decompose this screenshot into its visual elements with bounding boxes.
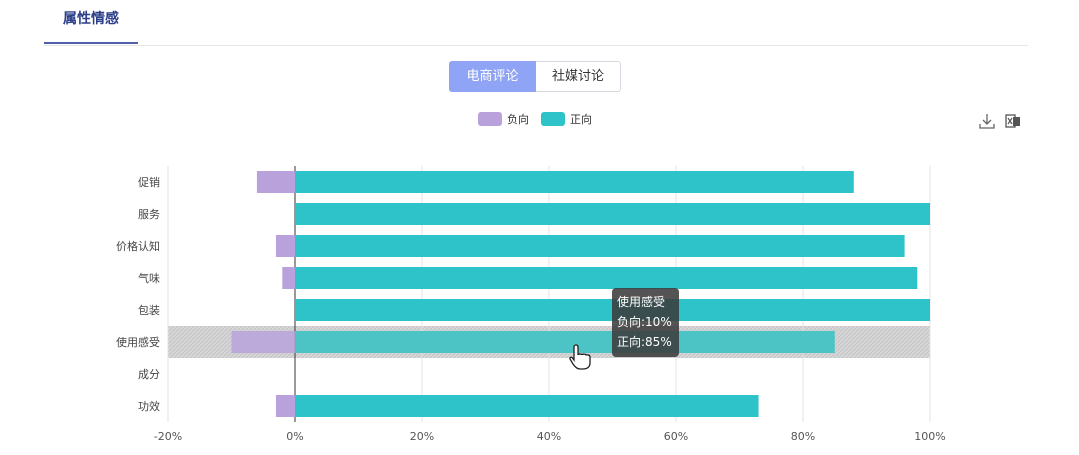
source-segmented-control: 电商评论 社媒讨论 — [449, 61, 621, 92]
section-header: 属性情感 — [44, 0, 1028, 46]
legend-label-negative[interactable]: 负向 — [507, 112, 529, 126]
bar-negative[interactable] — [275, 235, 295, 257]
legend-swatch-negative[interactable] — [478, 112, 502, 126]
y-category-label: 价格认知 — [116, 239, 160, 253]
y-category-label: 促销 — [138, 175, 160, 189]
tab-attribute-sentiment[interactable]: 属性情感 — [44, 8, 138, 44]
excel-export-icon[interactable] — [1004, 112, 1022, 130]
bar-positive[interactable] — [295, 171, 854, 193]
bar-negative[interactable] — [256, 171, 295, 193]
y-category-label: 包装 — [138, 304, 160, 317]
bar-positive[interactable] — [295, 395, 759, 417]
hand-pointer-icon — [569, 344, 591, 370]
bar-positive[interactable] — [295, 267, 918, 289]
bar-positive[interactable] — [295, 235, 905, 257]
tooltip-positive: 正向:85% — [617, 335, 672, 349]
x-tick-label: 80% — [791, 430, 815, 443]
chart-tooltip: 使用感受 负向:10% 正向:85% — [612, 288, 679, 357]
y-category-label: 气味 — [138, 271, 160, 285]
x-tick-label: 20% — [410, 430, 434, 443]
x-tick-label: 100% — [914, 430, 945, 443]
bar-positive[interactable] — [295, 331, 835, 353]
y-category-label: 功效 — [138, 399, 160, 413]
x-tick-label: 60% — [664, 430, 688, 443]
y-category-label: 使用感受 — [116, 336, 160, 349]
bar-positive[interactable] — [295, 203, 930, 225]
bar-negative[interactable] — [231, 331, 296, 353]
segment-social-button[interactable]: 社媒讨论 — [536, 61, 621, 92]
y-category-label: 成分 — [138, 368, 160, 381]
download-icon[interactable] — [978, 112, 996, 130]
bar-negative[interactable] — [282, 267, 295, 289]
y-category-label: 服务 — [138, 208, 160, 221]
legend-label-positive[interactable]: 正向 — [570, 112, 592, 126]
bar-negative[interactable] — [275, 395, 295, 417]
tooltip-negative: 负向:10% — [617, 315, 672, 329]
x-tick-label: -20% — [154, 430, 182, 443]
segment-ecommerce-button[interactable]: 电商评论 — [449, 61, 536, 92]
x-tick-label: 0% — [286, 430, 303, 443]
legend-swatch-positive[interactable] — [541, 112, 565, 126]
x-tick-label: 40% — [537, 430, 561, 443]
tooltip-title: 使用感受 — [617, 295, 666, 309]
